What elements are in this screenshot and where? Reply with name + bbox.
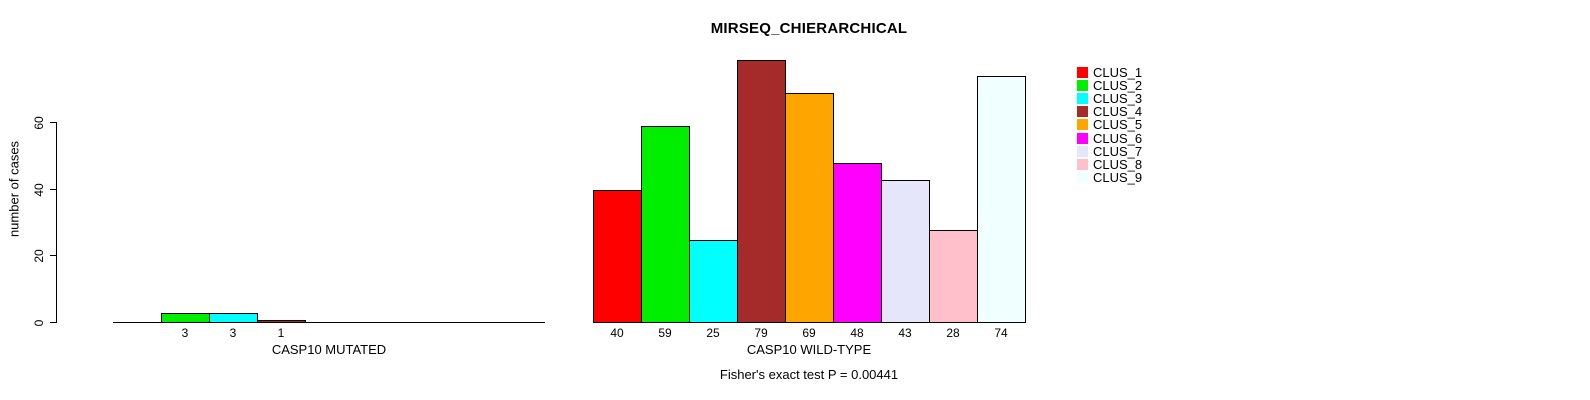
- bar-clus-7: [881, 180, 930, 323]
- bar-value-label: 25: [706, 326, 720, 340]
- legend-item-label: CLUS_1: [1093, 65, 1143, 80]
- y-tick: [50, 322, 57, 323]
- y-tick: [50, 255, 57, 256]
- y-tick-label: 20: [32, 248, 46, 263]
- bar-value-label: 48: [850, 326, 864, 340]
- bar-clus-3: [689, 240, 738, 323]
- bar-clus-2: [641, 126, 690, 323]
- y-tick: [50, 189, 57, 190]
- bar-clus-4: [257, 320, 306, 323]
- bar-value-label: 28: [946, 326, 960, 340]
- legend-color-swatch: [1077, 80, 1088, 91]
- legend-item: CLUS_1: [1077, 65, 1143, 80]
- bar-clus-3: [209, 313, 258, 323]
- legend-item-label: CLUS_9: [1093, 170, 1143, 185]
- y-tick-label: 60: [32, 115, 46, 130]
- legend-item-label: CLUS_6: [1093, 131, 1143, 146]
- x-axis-label-mutated: CASP10 MUTATED: [271, 342, 387, 357]
- bar-value-label: 79: [754, 326, 768, 340]
- legend-item-label: CLUS_4: [1093, 104, 1143, 119]
- legend-item-label: CLUS_5: [1093, 117, 1143, 132]
- legend-color-swatch: [1077, 67, 1088, 78]
- legend-item-label: CLUS_7: [1093, 144, 1143, 159]
- bar-value-label: 74: [994, 326, 1008, 340]
- bar-clus-2: [161, 313, 210, 323]
- bar-value-label: 40: [610, 326, 624, 340]
- x-axis-label-wildtype: CASP10 WILD-TYPE: [746, 342, 872, 357]
- bar-value-label: 3: [229, 326, 237, 340]
- legend-item-label: CLUS_2: [1093, 78, 1143, 93]
- y-axis-title: number of cases: [6, 140, 22, 238]
- bar-clus-6: [833, 163, 882, 323]
- x-axis-line: [113, 322, 545, 323]
- legend-item: CLUS_8: [1077, 157, 1143, 172]
- legend-item: CLUS_2: [1077, 78, 1143, 93]
- y-tick-label: 0: [32, 319, 46, 326]
- legend-color-swatch: [1077, 119, 1088, 130]
- legend-color-swatch: [1077, 133, 1088, 144]
- legend-item: CLUS_7: [1077, 144, 1143, 159]
- bar-value-label: 1: [277, 326, 285, 340]
- legend-item: CLUS_5: [1077, 117, 1143, 132]
- y-axis-line: [56, 122, 57, 323]
- legend-item: CLUS_3: [1077, 91, 1143, 106]
- chart-title: MIRSEQ_CHIERARCHICAL: [710, 20, 908, 37]
- legend-color-swatch: [1077, 146, 1088, 157]
- bar-clus-5: [785, 93, 834, 323]
- legend-color-swatch: [1077, 93, 1088, 104]
- bar-value-label: 43: [898, 326, 912, 340]
- legend-item: CLUS_4: [1077, 104, 1143, 119]
- bar-value-label: 59: [658, 326, 672, 340]
- chart-footnote: Fisher's exact test P = 0.00441: [719, 367, 899, 382]
- y-tick-label: 40: [32, 182, 46, 197]
- bar-clus-4: [737, 60, 786, 323]
- bar-clus-9: [977, 76, 1026, 323]
- legend-color-swatch: [1077, 106, 1088, 117]
- bar-value-label: 69: [802, 326, 816, 340]
- legend-item-label: CLUS_8: [1093, 157, 1143, 172]
- legend-item-label: CLUS_3: [1093, 91, 1143, 106]
- legend-color-swatch: [1077, 159, 1088, 170]
- bar-clus-1: [593, 190, 642, 323]
- legend-color-swatch: [1077, 172, 1088, 183]
- bar-clus-8: [929, 230, 978, 323]
- legend-item: CLUS_9: [1077, 170, 1143, 185]
- bar-value-label: 3: [181, 326, 189, 340]
- y-tick: [50, 122, 57, 123]
- legend-item: CLUS_6: [1077, 131, 1143, 146]
